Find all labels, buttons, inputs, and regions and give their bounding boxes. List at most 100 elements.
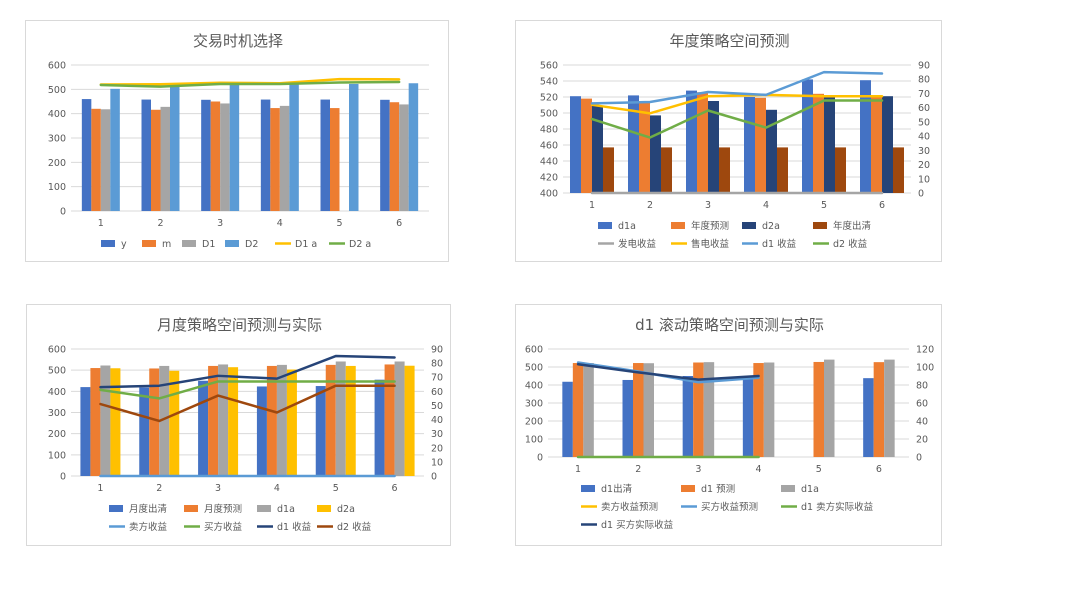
chart3-y-tick-label: 500 — [48, 366, 66, 377]
chart1-y-tick-label: 500 — [48, 85, 66, 96]
chart3-y2-tick-label: 0 — [431, 472, 437, 483]
chart3-y2-tick-label: 20 — [431, 443, 443, 454]
chart3-bar-d2a — [228, 367, 239, 476]
chart4-x-tick-label: 6 — [876, 464, 882, 475]
chart4-bar-d1出清 — [742, 379, 754, 457]
chart2-bar-年度出清 — [661, 147, 672, 193]
chart3-bar-d2a — [169, 370, 180, 476]
chart3-y2-tick-label: 40 — [431, 415, 443, 426]
chart1-bar-D2 — [408, 83, 419, 211]
chart2-bar-年度出清 — [835, 147, 846, 193]
chart3-legend-swatch — [317, 505, 331, 512]
chart2-x-tick-label: 2 — [647, 200, 653, 211]
chart4-y2-tick-label: 60 — [916, 399, 928, 410]
chart1-bar-y — [380, 99, 390, 211]
chart1-bar-m — [210, 101, 221, 211]
chart1-bar-D1 — [399, 104, 409, 211]
chart3-legend-swatch — [109, 505, 123, 512]
chart-svg-annual-forecast: 年度策略空间预测40042044046048050052054056001020… — [540, 32, 930, 250]
chart2-bar-年度出清 — [603, 147, 614, 193]
chart1-legend-swatch — [142, 240, 156, 247]
chart1-legend-swatch — [101, 240, 115, 247]
chart3-bar-d2a — [110, 368, 121, 476]
chart1-legend-label: D2 a — [349, 239, 371, 250]
chart4-legend-label: d1a — [801, 484, 819, 495]
chart2-line-d2-收益 — [590, 99, 884, 139]
chart1-bar-m — [389, 102, 400, 211]
chart2-legend-swatch — [671, 222, 685, 229]
chart3-legend-swatch — [184, 505, 198, 512]
chart4-y-tick-label: 0 — [537, 453, 543, 464]
chart2-bar-d1a — [860, 80, 871, 193]
chart1-y-tick-label: 400 — [48, 109, 66, 120]
chart1-legend-label: D1 — [202, 239, 215, 250]
chart3-x-tick-label: 3 — [215, 483, 221, 494]
chart2-bar-年度预测 — [639, 102, 650, 193]
chart-svg-d1-rolling: d1 滚动策略空间预测与实际 0 100 200 300 400 500 600 0 20 40 60… — [525, 316, 934, 531]
chart2-y2-tick-label: 20 — [918, 160, 930, 171]
chart3-bar-d2a — [286, 369, 297, 476]
chart3-bar-d2a — [404, 365, 415, 476]
chart1-legend-swatch — [182, 240, 196, 247]
chart2-legend-swatch — [598, 222, 612, 229]
chart2-title: 年度策略空间预测 — [669, 32, 789, 50]
chart2-legend-label: 发电收益 — [618, 238, 657, 250]
chart4-title: d1 滚动策略空间预测与实际 — [635, 316, 824, 334]
chart4-y2-tick-label: 0 — [916, 453, 922, 464]
chart2-bar-年度出清 — [719, 147, 730, 193]
chart2-legend-label: d1 收益 — [762, 238, 797, 250]
chart4-bar-d1a — [763, 362, 775, 457]
chart2-bar-d2a — [708, 101, 719, 193]
chart3-bar-月度出清 — [315, 386, 326, 476]
chart4-bar-d1-预测 — [693, 362, 704, 457]
chart2-bar-年度出清 — [893, 147, 904, 193]
chart4-bar-d1-预测 — [753, 363, 764, 457]
chart2-y2-tick-label: 50 — [918, 117, 930, 128]
chart2-legend-label: 年度预测 — [691, 220, 729, 232]
chart1-line-D2-a — [99, 80, 401, 88]
chart3-x-tick-label: 1 — [97, 483, 103, 494]
chart4-bar-d1a — [703, 362, 715, 457]
chart3-bar-d1a — [100, 365, 111, 476]
chart2-y-tick-label: 420 — [540, 173, 558, 184]
chart2-bar-年度预测 — [697, 92, 708, 193]
chart1-x-tick-label: 6 — [396, 218, 402, 229]
chart3-y2-tick-label: 80 — [431, 359, 443, 370]
chart3-bar-月度预测 — [325, 364, 336, 476]
chart3-y2-tick-label: 50 — [431, 401, 443, 412]
chart1-legend-swatch — [225, 240, 239, 247]
chart1-bar-y — [81, 99, 92, 211]
chart1-bar-D2 — [110, 88, 120, 211]
chart2-y2-tick-label: 30 — [918, 146, 930, 157]
chart1-bar-y — [141, 99, 151, 211]
chart2-y2-tick-label: 10 — [918, 174, 930, 185]
chart1-y-tick-label: 600 — [48, 61, 66, 72]
chart2-bar-年度预测 — [871, 95, 882, 193]
chart1-x-tick-label: 2 — [157, 218, 163, 229]
chart3-bar-月度出清 — [374, 379, 385, 476]
chart4-x-tick-label: 1 — [575, 464, 581, 475]
chart4-bar-d1-预测 — [572, 363, 584, 457]
chart4-y2-tick-label: 100 — [916, 363, 934, 374]
chart3-legend-label: d2 收益 — [337, 521, 372, 533]
chart1-bar-D2 — [229, 83, 240, 211]
chart2-bar-d2a — [882, 96, 893, 193]
chart1-x-tick-label: 4 — [277, 218, 283, 229]
chart1-bar-y — [201, 99, 211, 211]
chart2-bar-年度预测 — [581, 98, 592, 193]
chart3-line-买方收益 — [99, 380, 396, 400]
chart3-y2-tick-label: 70 — [431, 373, 443, 384]
chart1-x-tick-label: 3 — [217, 218, 223, 229]
chart4-y2-tick-label: 20 — [916, 435, 928, 446]
chart2-x-tick-label: 4 — [763, 200, 769, 211]
chart4-y2-tick-label: 80 — [916, 381, 928, 392]
chart3-legend-label: 买方收益 — [204, 521, 243, 533]
chart1-legend-label: y — [121, 239, 127, 250]
chart4-y-tick-label: 500 — [525, 363, 543, 374]
chart2-x-tick-label: 1 — [589, 200, 595, 211]
chart4-y2-tick-label: 40 — [916, 417, 928, 428]
chart2-bar-年度预测 — [755, 97, 766, 193]
chart1-bar-D1 — [279, 105, 290, 211]
chart-panel-d1-rolling: d1 滚动策略空间预测与实际 0 100 200 300 400 500 600 0 20 40 60… — [515, 304, 942, 546]
chart3-bar-d1a — [335, 361, 346, 476]
